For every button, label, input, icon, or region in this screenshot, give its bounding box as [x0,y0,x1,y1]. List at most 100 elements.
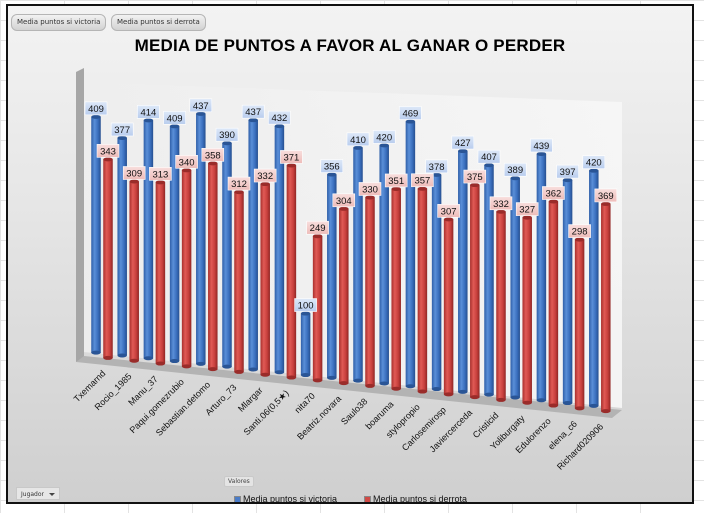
data-label-derrota-8-box [306,220,329,235]
data-label-derrota-7-text: 371 [283,152,299,163]
data-label-derrota-0-text: 343 [100,146,116,157]
data-label-victoria-7: 432 [268,110,291,125]
data-label-derrota-3-box [175,155,198,169]
bar-derrota-10-base [365,383,375,388]
bar-derrota-10 [365,195,375,388]
bar-victoria-13-body [431,174,442,390]
data-label-derrota-5-box [227,176,251,191]
bar-victoria-9-top [327,172,337,177]
bar-victoria-18-base [562,401,573,406]
bar-victoria-6-base [248,367,258,372]
bar-derrota-16-top [522,215,532,220]
bar-derrota-10-body [365,197,375,386]
bar-derrota-9-top [339,206,349,211]
bar-victoria-6-top [248,118,258,123]
bar-derrota-4-top [208,161,218,166]
bar-victoria-12-base [405,384,416,389]
bar-victoria-14-base [458,389,468,394]
data-label-victoria-7-text: 432 [271,113,287,124]
bar-derrota-11-top [391,186,401,191]
bar-victoria-19-body [589,170,599,406]
bar-derrota-2 [155,180,166,366]
bar-derrota-18-top [574,237,585,242]
data-label-derrota-18-box [568,224,591,238]
bar-victoria-2-base [143,356,154,361]
bar-victoria-16-body [510,178,520,398]
data-label-derrota-5-text: 312 [231,179,247,190]
field-button-victoria[interactable]: Media puntos si victoria [11,14,107,31]
bar-victoria-19-top [589,168,599,173]
bar-derrota-9-body [339,208,349,384]
data-label-derrota-19-box [594,188,618,203]
legend-swatch-victoria [234,495,241,502]
bar-victoria-14-top [458,149,468,154]
data-label-victoria-2: 414 [137,105,160,119]
bar-victoria-11-body [379,145,389,384]
data-label-derrota-4-box [201,148,225,162]
bar-derrota-14-base [470,395,480,400]
bar-victoria-10 [353,145,363,383]
data-label-derrota-7-box [280,150,303,164]
bar-victoria-8 [300,311,311,378]
bar-derrota-5 [234,190,244,374]
bar-victoria-17 [536,151,547,403]
bar-victoria-17-body [536,153,547,401]
bar-victoria-6-body [248,120,258,370]
legend-item-victoria: Media puntos si victoria [234,494,337,502]
bar-victoria-6 [248,118,258,372]
bar-derrota-7-top [286,163,297,168]
bar-victoria-11-base [379,381,389,386]
bar-victoria-4 [196,111,206,366]
data-label-derrota-9-box [332,193,356,208]
bar-victoria-2-body [143,120,154,359]
data-label-derrota-7: 371 [280,150,303,164]
data-label-victoria-10: 410 [346,132,370,147]
data-label-derrota-9-text: 304 [336,196,352,207]
data-label-derrota-16-text: 327 [519,205,535,216]
bar-victoria-15-base [484,392,494,397]
data-label-derrota-12: 357 [411,173,434,188]
bar-derrota-19-base [601,409,611,414]
bar-derrota-12-body [417,188,428,392]
dropdown-arrow-icon[interactable] [49,493,55,496]
data-label-victoria-15: 407 [477,149,501,164]
bar-victoria-10-top [353,145,363,150]
bar-derrota-10-top [365,195,375,200]
bar-victoria-3-base [169,359,180,364]
data-label-derrota-14-box [463,169,487,184]
chart-title: MEDIA DE PUNTOS A FAVOR AL GANAR O PERDE… [134,36,566,55]
data-label-victoria-14: 427 [451,135,475,150]
bar-victoria-12-top [405,119,416,124]
bar-victoria-12-body [405,121,416,387]
bar-victoria-4-body [196,113,206,364]
data-label-victoria-12-text: 469 [402,109,418,120]
data-label-victoria-5-box [215,127,239,142]
field-button-derrota[interactable]: Media puntos si derrota [111,14,206,31]
bar-derrota-13-base [443,392,454,397]
data-label-derrota-14-text: 375 [467,172,483,183]
bar-derrota-2-base [155,361,166,366]
x-tick-label-6: Mlargar [236,385,265,414]
bar-derrota-8-base [312,378,323,383]
bar-victoria-15-top [484,163,494,168]
bar-victoria-7-top [274,124,285,129]
data-label-victoria-9: 356 [320,159,344,173]
bar-derrota-8-top [312,234,323,239]
bar-derrota-2-top [155,180,166,185]
legend-item-derrota: Media puntos si derrota [364,494,467,502]
bar-victoria-10-base [353,378,363,383]
values-field-button[interactable]: Valores [224,476,254,487]
bar-derrota-3-body [181,170,192,367]
bar-derrota-16 [522,215,532,405]
bar-derrota-0 [103,157,113,360]
data-label-derrota-17: 362 [542,186,565,200]
data-label-victoria-18-text: 397 [560,167,576,178]
bar-derrota-19-body [601,203,611,412]
jugador-filter-dropdown[interactable]: Jugador [16,487,60,500]
data-label-victoria-14-text: 427 [455,138,471,149]
bar-victoria-3-body [169,126,180,362]
bar-victoria-5-body [222,143,232,367]
bar-derrota-5-top [234,190,244,195]
data-label-victoria-0-box [84,101,108,116]
data-label-victoria-6-text: 437 [245,107,261,118]
